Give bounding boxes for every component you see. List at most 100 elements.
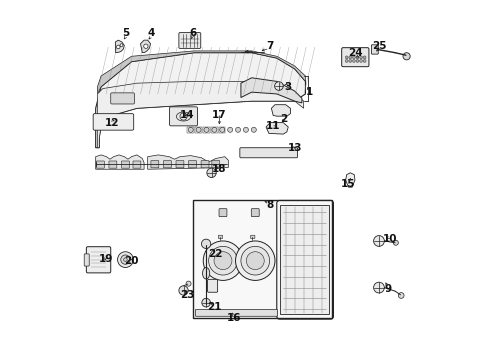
Text: 6: 6 (188, 28, 196, 38)
Circle shape (359, 59, 362, 62)
Polygon shape (96, 155, 144, 169)
Circle shape (227, 127, 232, 132)
Bar (195, 127, 202, 133)
Ellipse shape (202, 267, 209, 279)
Circle shape (211, 127, 217, 132)
Circle shape (203, 241, 242, 280)
Circle shape (203, 127, 208, 132)
FancyBboxPatch shape (219, 209, 226, 217)
Circle shape (348, 59, 351, 62)
Polygon shape (140, 40, 150, 53)
Circle shape (246, 252, 264, 270)
Circle shape (208, 246, 237, 275)
Polygon shape (97, 81, 303, 148)
Circle shape (373, 235, 384, 246)
Text: 24: 24 (347, 48, 362, 58)
Circle shape (398, 293, 403, 298)
Circle shape (355, 59, 358, 62)
Text: 2: 2 (280, 114, 287, 124)
Text: 17: 17 (212, 111, 226, 121)
Circle shape (214, 252, 231, 270)
Text: 22: 22 (208, 248, 223, 258)
Circle shape (196, 127, 201, 132)
FancyBboxPatch shape (218, 235, 222, 238)
Text: 9: 9 (384, 284, 391, 294)
Polygon shape (96, 53, 305, 148)
Circle shape (235, 127, 240, 132)
FancyBboxPatch shape (110, 93, 134, 104)
Polygon shape (345, 173, 354, 187)
Polygon shape (271, 105, 290, 116)
FancyBboxPatch shape (109, 161, 117, 168)
Circle shape (345, 56, 347, 59)
FancyBboxPatch shape (211, 161, 219, 168)
Circle shape (201, 239, 210, 248)
Polygon shape (265, 123, 287, 134)
Polygon shape (280, 205, 328, 315)
Text: 11: 11 (265, 121, 280, 131)
Circle shape (359, 56, 362, 59)
Circle shape (206, 168, 216, 177)
FancyBboxPatch shape (86, 247, 110, 273)
FancyBboxPatch shape (239, 148, 297, 158)
Circle shape (219, 127, 224, 132)
Circle shape (143, 44, 148, 48)
Circle shape (179, 286, 188, 295)
FancyBboxPatch shape (341, 48, 368, 67)
Text: 23: 23 (180, 290, 194, 300)
Circle shape (120, 44, 122, 46)
FancyBboxPatch shape (179, 33, 201, 48)
FancyBboxPatch shape (133, 161, 141, 168)
Text: 5: 5 (122, 28, 129, 38)
Circle shape (251, 127, 256, 132)
Text: 13: 13 (287, 143, 301, 153)
Circle shape (117, 252, 133, 267)
Text: 18: 18 (212, 164, 226, 174)
Circle shape (345, 59, 347, 62)
Text: 7: 7 (265, 41, 273, 50)
FancyBboxPatch shape (93, 114, 133, 130)
FancyBboxPatch shape (251, 209, 259, 217)
Polygon shape (115, 40, 124, 53)
Text: 3: 3 (284, 82, 290, 92)
Text: 19: 19 (99, 254, 113, 264)
Circle shape (348, 56, 351, 59)
Text: 12: 12 (104, 118, 119, 128)
Circle shape (243, 127, 248, 132)
Text: 20: 20 (124, 256, 139, 266)
Bar (211, 127, 217, 133)
FancyBboxPatch shape (188, 161, 196, 168)
Polygon shape (147, 155, 228, 169)
Text: 4: 4 (147, 28, 155, 38)
FancyBboxPatch shape (176, 161, 183, 168)
FancyBboxPatch shape (169, 107, 197, 126)
Circle shape (188, 127, 193, 132)
Circle shape (363, 56, 366, 59)
Circle shape (373, 282, 384, 293)
FancyBboxPatch shape (201, 161, 208, 168)
FancyBboxPatch shape (250, 235, 254, 238)
Circle shape (363, 59, 366, 62)
Text: 15: 15 (341, 179, 355, 189)
Circle shape (116, 45, 120, 49)
FancyBboxPatch shape (96, 161, 104, 168)
FancyBboxPatch shape (84, 254, 89, 266)
Circle shape (402, 53, 409, 60)
Polygon shape (97, 51, 305, 94)
Circle shape (235, 241, 274, 280)
Bar (203, 127, 209, 133)
FancyBboxPatch shape (163, 161, 171, 168)
Bar (219, 127, 225, 133)
Circle shape (241, 246, 269, 275)
Text: 21: 21 (206, 302, 221, 312)
Text: 1: 1 (305, 87, 312, 97)
Text: 8: 8 (265, 200, 273, 210)
Circle shape (274, 82, 283, 90)
Circle shape (352, 56, 355, 59)
Circle shape (392, 240, 398, 245)
Circle shape (352, 59, 355, 62)
FancyBboxPatch shape (207, 279, 217, 292)
FancyBboxPatch shape (195, 310, 277, 316)
Text: 25: 25 (371, 41, 386, 50)
Circle shape (185, 281, 191, 286)
